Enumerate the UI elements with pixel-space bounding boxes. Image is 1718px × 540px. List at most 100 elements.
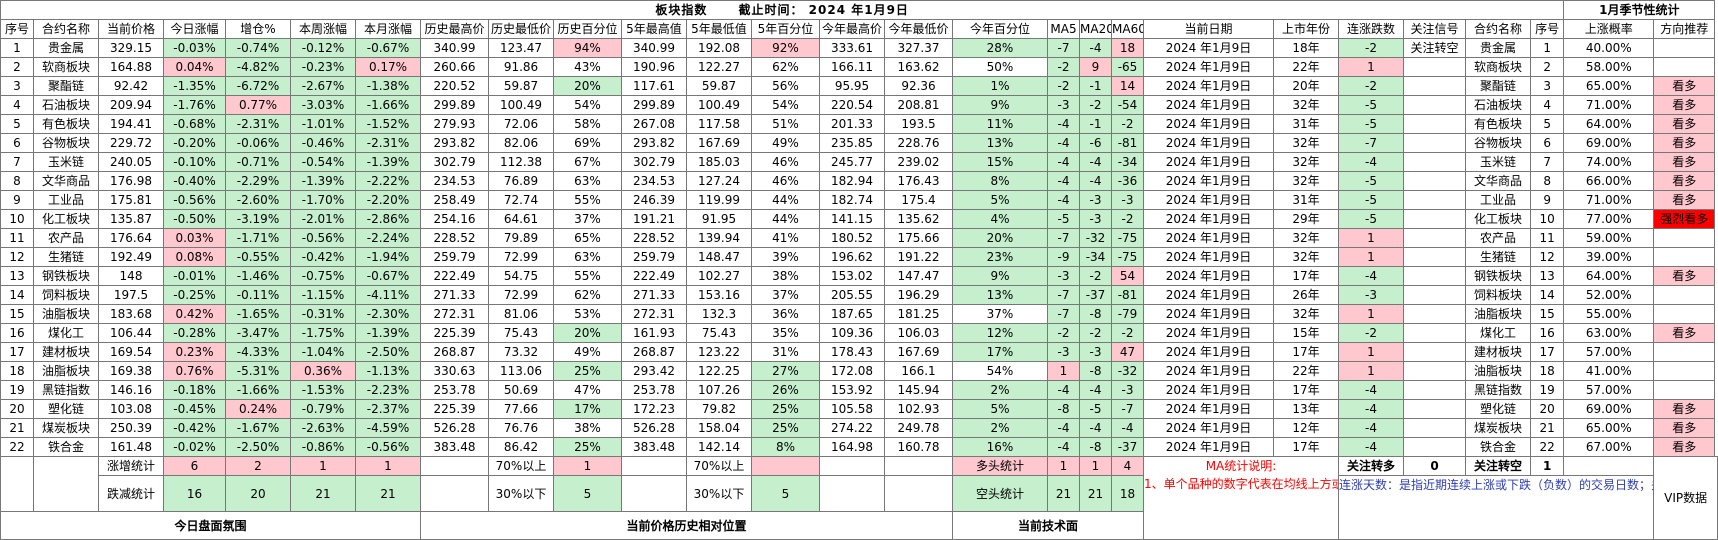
table-cell[interactable]: 340.99	[420, 38, 489, 58]
table-cell[interactable]: -65	[1111, 57, 1144, 77]
bear-count[interactable]: 21	[1047, 475, 1080, 512]
table-cell[interactable]: 2024 年1月9日	[1143, 209, 1274, 229]
table-cell[interactable]: 17年	[1273, 266, 1339, 286]
table-cell[interactable]: 煤炭板块	[1465, 418, 1531, 438]
table-cell[interactable]: 2024 年1月9日	[1143, 133, 1274, 153]
table-cell[interactable]: 9	[0, 190, 34, 210]
table-cell[interactable]: 271.33	[420, 285, 489, 305]
hist-low-count[interactable]: 5	[553, 475, 622, 512]
table-cell[interactable]: 102.27	[686, 266, 752, 286]
table-cell[interactable]: 135.87	[98, 209, 164, 229]
table-row[interactable]: 18 油脂板块 169.38 0.76% -5.31% 0.36% -1.13% 330.63…	[0, 361, 1718, 381]
table-cell[interactable]: 64.00%	[1563, 266, 1655, 286]
table-cell[interactable]: 240.05	[98, 152, 164, 172]
table-cell[interactable]: -5	[1338, 95, 1404, 115]
column-header[interactable]: 历史百分位	[553, 19, 622, 39]
table-row[interactable]: 12 生猪链 192.49 0.08% -0.55% -0.42% -1.94% 259.79…	[0, 247, 1718, 267]
table-cell[interactable]: 17年	[1273, 437, 1339, 457]
table-cell[interactable]: 3	[0, 76, 34, 96]
table-cell[interactable]: 63%	[553, 247, 622, 267]
table-cell[interactable]: 看多	[1653, 399, 1716, 419]
table-cell[interactable]: 2%	[952, 418, 1048, 438]
table-cell[interactable]: 46%	[751, 171, 820, 191]
table-cell[interactable]	[1403, 418, 1466, 438]
table-cell[interactable]: 229.72	[98, 133, 164, 153]
table-cell[interactable]	[1403, 323, 1466, 343]
table-cell[interactable]: 234.53	[621, 171, 687, 191]
table-cell[interactable]: 21	[1529, 418, 1565, 438]
table-cell[interactable]: 103.08	[98, 399, 164, 419]
table-cell[interactable]: 0.08%	[163, 247, 226, 267]
table-cell[interactable]: 2	[1529, 57, 1565, 77]
table-cell[interactable]: 76.89	[488, 171, 554, 191]
table-cell[interactable]: 玉米链	[33, 152, 99, 172]
table-row[interactable]: 14 饲料板块 197.5 -0.25% -0.11% -1.15% -4.11% 271.3…	[0, 285, 1718, 305]
table-cell[interactable]: 0.03%	[163, 228, 226, 248]
table-cell[interactable]: 9%	[952, 95, 1048, 115]
table-cell[interactable]: 17%	[553, 399, 622, 419]
table-cell[interactable]: 16	[1529, 323, 1565, 343]
five-high-count[interactable]	[751, 456, 820, 476]
bull-count[interactable]: 4	[1111, 456, 1144, 476]
table-cell[interactable]: -0.56%	[290, 228, 356, 248]
table-cell[interactable]: 100.49	[686, 95, 752, 115]
table-cell[interactable]: -2.37%	[355, 399, 421, 419]
table-cell[interactable]: 49%	[553, 342, 622, 362]
table-cell[interactable]: 142.14	[686, 437, 752, 457]
table-cell[interactable]: 246.39	[621, 190, 687, 210]
table-cell[interactable]: 112.38	[488, 152, 554, 172]
table-cell[interactable]: -3	[1079, 342, 1112, 362]
table-cell[interactable]: 176.64	[98, 228, 164, 248]
table-cell[interactable]: 62%	[751, 57, 820, 77]
table-cell[interactable]: -5	[1047, 209, 1080, 229]
table-cell[interactable]: 220.52	[420, 76, 489, 96]
table-cell[interactable]	[1403, 171, 1466, 191]
table-cell[interactable]: 14	[1111, 76, 1144, 96]
table-cell[interactable]: -0.79%	[290, 399, 356, 419]
table-cell[interactable]: 3	[1529, 76, 1565, 96]
table-cell[interactable]	[1403, 266, 1466, 286]
table-cell[interactable]: 22年	[1273, 361, 1339, 381]
table-cell[interactable]: -8	[1079, 437, 1112, 457]
table-row[interactable]: 8 文华商品 176.98 -0.40% -2.29% -1.39% -2.22% 234.5…	[0, 171, 1718, 191]
table-cell[interactable]: -2	[1047, 76, 1080, 96]
table-cell[interactable]: 26%	[751, 380, 820, 400]
table-cell[interactable]: 0.17%	[355, 57, 421, 77]
column-header[interactable]: 今日涨幅	[163, 19, 226, 39]
table-cell[interactable]: 20年	[1273, 76, 1339, 96]
table-cell[interactable]: 92.36	[884, 76, 953, 96]
table-cell[interactable]	[1653, 247, 1716, 267]
table-cell[interactable]: -4	[1111, 418, 1144, 438]
table-row[interactable]: 22 铁合金 161.48 -0.02% -2.50% -0.86% -0.56% 383.4…	[0, 437, 1718, 457]
five-low-count[interactable]: 5	[751, 475, 820, 512]
table-cell[interactable]: 5%	[952, 190, 1048, 210]
table-cell[interactable]: 39.00%	[1563, 247, 1655, 267]
table-cell[interactable]: -8	[1047, 399, 1080, 419]
table-cell[interactable]: 59.87	[488, 76, 554, 96]
table-cell[interactable]: 293.82	[420, 133, 489, 153]
rise-count[interactable]: 1	[355, 456, 421, 476]
table-cell[interactable]: 石油板块	[1465, 95, 1531, 115]
table-cell[interactable]: -2	[1111, 114, 1144, 134]
table-cell[interactable]: -2.29%	[225, 171, 291, 191]
table-cell[interactable]: 1	[1338, 361, 1404, 381]
table-cell[interactable]: 383.48	[420, 437, 489, 457]
table-cell[interactable]: 18年	[1273, 38, 1339, 58]
table-cell[interactable]: 175.66	[884, 228, 953, 248]
table-cell[interactable]: 102.93	[884, 399, 953, 419]
table-cell[interactable]: -2	[1111, 209, 1144, 229]
table-cell[interactable]: 塑化链	[1465, 399, 1531, 419]
table-cell[interactable]: 油脂板块	[1465, 304, 1531, 324]
table-cell[interactable]: 57.00%	[1563, 342, 1655, 362]
table-cell[interactable]: 2024 年1月9日	[1143, 190, 1274, 210]
table-cell[interactable]: 141.15	[819, 209, 885, 229]
table-cell[interactable]: -2.67%	[290, 76, 356, 96]
table-cell[interactable]: 43%	[553, 57, 622, 77]
table-cell[interactable]: 327.37	[884, 38, 953, 58]
table-cell[interactable]: 209.94	[98, 95, 164, 115]
table-cell[interactable]: 1	[0, 38, 34, 58]
table-cell[interactable]: 268.87	[420, 342, 489, 362]
table-row[interactable]: 2 软商板块 164.88 0.04% -4.82% -0.23% 0.17% 260.66 9…	[0, 57, 1718, 77]
table-cell[interactable]: 2024 年1月9日	[1143, 76, 1274, 96]
table-cell[interactable]: -0.20%	[163, 133, 226, 153]
